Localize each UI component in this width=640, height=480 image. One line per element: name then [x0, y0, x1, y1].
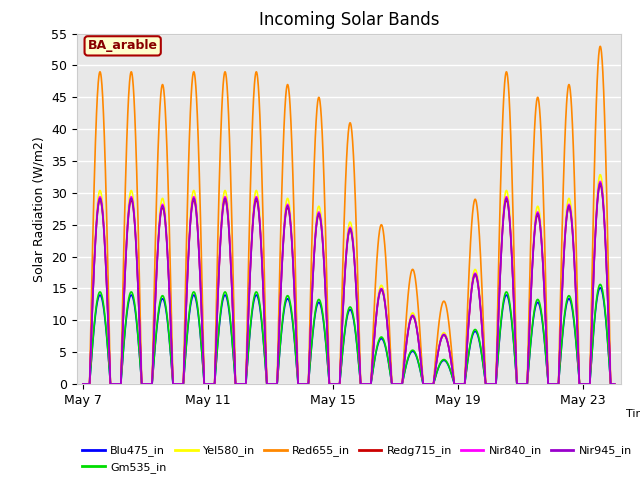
Nir945_in	[498, 239, 506, 244]
Redg715_in	[194, 228, 202, 234]
Yel580_in	[611, 381, 618, 387]
Line: Red655_in: Red655_in	[83, 47, 614, 384]
Nir840_in	[187, 213, 195, 218]
Red655_in	[596, 44, 604, 49]
Blu475_in	[194, 308, 202, 313]
Redg715_in	[121, 278, 129, 284]
Yel580_in	[596, 172, 604, 178]
Red655_in	[371, 286, 379, 292]
Blu475_in	[498, 313, 506, 319]
Nir840_in	[371, 324, 379, 330]
Legend: Blu475_in, Gm535_in, Yel580_in, Red655_in, Redg715_in, Nir840_in, Nir945_in: Blu475_in, Gm535_in, Yel580_in, Red655_i…	[83, 445, 632, 473]
Nir840_in	[194, 226, 202, 232]
Red655_in	[611, 381, 618, 387]
Nir840_in	[79, 381, 87, 387]
Blu475_in	[596, 285, 604, 291]
Red655_in	[498, 141, 506, 147]
Text: Time: Time	[626, 408, 640, 419]
Redg715_in	[498, 240, 506, 245]
Gm535_in	[121, 330, 129, 336]
Line: Nir840_in: Nir840_in	[83, 181, 614, 384]
Nir840_in	[611, 381, 618, 387]
Blu475_in	[187, 301, 195, 307]
Blu475_in	[239, 381, 246, 387]
Yel580_in	[498, 232, 506, 238]
Red655_in	[187, 100, 195, 106]
Nir945_in	[239, 381, 246, 387]
Yel580_in	[79, 381, 87, 387]
Nir840_in	[239, 381, 246, 387]
Red655_in	[239, 381, 246, 387]
Gm535_in	[596, 281, 604, 287]
Nir945_in	[611, 381, 618, 387]
Redg715_in	[239, 381, 246, 387]
Line: Yel580_in: Yel580_in	[83, 175, 614, 384]
Nir840_in	[596, 179, 604, 184]
Nir945_in	[187, 214, 195, 220]
Gm535_in	[371, 353, 379, 359]
Yel580_in	[187, 207, 195, 213]
Line: Redg715_in: Redg715_in	[83, 185, 614, 384]
Gm535_in	[239, 381, 246, 387]
Redg715_in	[187, 216, 195, 221]
Blu475_in	[371, 354, 379, 360]
Text: BA_arable: BA_arable	[88, 39, 157, 52]
Yel580_in	[239, 381, 246, 387]
Gm535_in	[79, 381, 87, 387]
Redg715_in	[611, 381, 618, 387]
Redg715_in	[79, 381, 87, 387]
Y-axis label: Solar Radiation (W/m2): Solar Radiation (W/m2)	[33, 136, 45, 282]
Blu475_in	[79, 381, 87, 387]
Gm535_in	[498, 311, 506, 316]
Nir840_in	[498, 237, 506, 243]
Red655_in	[79, 381, 87, 387]
Red655_in	[121, 207, 129, 213]
Gm535_in	[194, 305, 202, 311]
Blu475_in	[121, 332, 129, 337]
Line: Gm535_in: Gm535_in	[83, 284, 614, 384]
Yel580_in	[371, 322, 379, 328]
Gm535_in	[611, 381, 618, 387]
Line: Nir945_in: Nir945_in	[83, 183, 614, 384]
Yel580_in	[121, 273, 129, 279]
Nir945_in	[194, 228, 202, 233]
Nir945_in	[79, 381, 87, 387]
Title: Incoming Solar Bands: Incoming Solar Bands	[259, 11, 439, 29]
Yel580_in	[194, 221, 202, 227]
Nir945_in	[596, 180, 604, 186]
Nir945_in	[371, 324, 379, 330]
Line: Blu475_in: Blu475_in	[83, 288, 614, 384]
Nir840_in	[121, 276, 129, 282]
Blu475_in	[611, 381, 618, 387]
Redg715_in	[371, 325, 379, 331]
Redg715_in	[596, 182, 604, 188]
Nir945_in	[121, 277, 129, 283]
Gm535_in	[187, 298, 195, 304]
Red655_in	[194, 123, 202, 129]
